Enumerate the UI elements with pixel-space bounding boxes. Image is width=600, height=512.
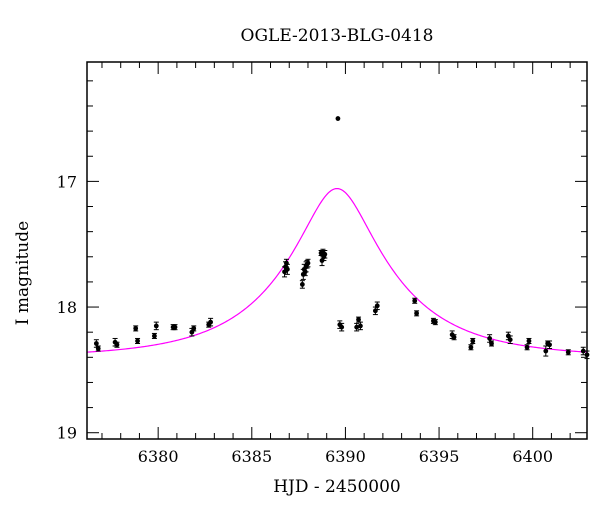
data-point <box>152 333 157 339</box>
data-point <box>305 260 311 266</box>
x-tick-label: 6380 <box>138 447 179 466</box>
data-point <box>93 341 99 346</box>
data-point <box>507 337 513 343</box>
data-point <box>114 342 120 348</box>
data-point <box>95 346 101 351</box>
data-point <box>580 348 586 354</box>
data-point <box>470 338 476 344</box>
data-point <box>322 251 328 257</box>
data-point <box>524 344 530 350</box>
data-point <box>468 344 474 350</box>
data-point <box>526 338 532 344</box>
data-point <box>135 338 140 344</box>
data-point <box>358 323 363 329</box>
data-point <box>451 334 457 340</box>
data-point <box>487 336 493 341</box>
data-point <box>565 349 571 355</box>
x-tick-label: 6385 <box>231 447 272 466</box>
y-tick-label: 17 <box>57 172 77 191</box>
x-tick-label: 6395 <box>419 447 460 466</box>
data-point <box>208 319 213 325</box>
y-tick-label: 18 <box>57 298 77 317</box>
axis-ticks <box>87 62 587 439</box>
x-tick-label: 6400 <box>512 447 553 466</box>
data-point <box>284 266 290 272</box>
data-point <box>172 324 178 330</box>
data-point <box>489 341 494 346</box>
data-point <box>133 326 139 331</box>
data-point <box>153 323 159 329</box>
plot-area <box>86 116 590 360</box>
data-point <box>335 116 341 121</box>
x-tick-label: 6390 <box>325 447 366 466</box>
data-point <box>543 348 549 354</box>
axis-tick-labels: 6380 6385 6390 6395 6400 17 18 19 <box>57 172 553 466</box>
plot-frame <box>86 61 588 440</box>
data-point <box>339 324 345 330</box>
data-point <box>547 342 552 348</box>
data-point <box>412 298 418 304</box>
data-point <box>191 326 197 331</box>
data-point <box>354 324 360 330</box>
data-point <box>299 282 305 287</box>
y-axis-label: I magnitude <box>13 221 33 325</box>
model-curve <box>86 187 588 353</box>
x-axis-label: HJD - 2450000 <box>273 477 401 497</box>
data-point <box>374 303 380 309</box>
data-point <box>356 317 361 323</box>
chart-title: OGLE-2013-BLG-0418 <box>241 26 434 46</box>
data-point <box>414 310 419 316</box>
data-point <box>432 319 438 325</box>
y-tick-label: 19 <box>57 424 77 443</box>
